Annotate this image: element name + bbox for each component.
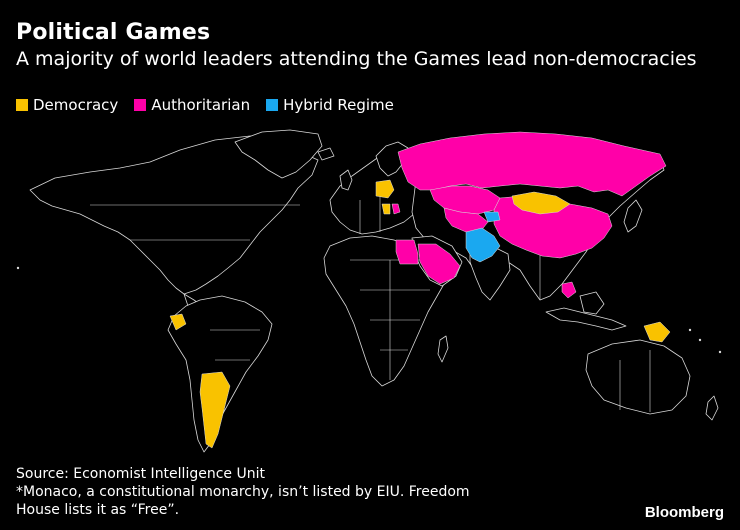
- legend-item-hybrid-regime: Hybrid Regime: [266, 96, 394, 114]
- landmass-borneo: [579, 291, 605, 315]
- country-croatia: [381, 203, 391, 215]
- landmass-greenland: [234, 129, 323, 179]
- legend-swatch-democracy: [16, 99, 28, 111]
- country-saudi-arabia: [417, 243, 461, 285]
- legend-label-authoritarian: Authoritarian: [151, 96, 251, 114]
- island-dots: [16, 266, 722, 354]
- hybrid-regime-countries: [465, 211, 501, 263]
- landmass-north-america: [29, 135, 319, 295]
- landmass-japan: [623, 199, 643, 233]
- landmass-indonesia: [545, 307, 627, 331]
- legend: Democracy Authoritarian Hybrid Regime: [16, 96, 394, 114]
- landmass-uk: [339, 169, 353, 191]
- country-mongolia: [511, 191, 571, 215]
- country-serbia: [391, 203, 401, 215]
- chart-title: Political Games: [16, 20, 211, 45]
- landmass-madagascar: [437, 335, 449, 363]
- country-poland: [375, 179, 395, 199]
- chart-subtitle: A majority of world leaders attending th…: [16, 48, 697, 70]
- country-cambodia: [561, 281, 577, 299]
- country-pakistan: [465, 227, 501, 263]
- authoritarian-countries: [391, 131, 667, 299]
- democracy-countries: [169, 179, 671, 449]
- landmass-new-zealand: [705, 395, 719, 421]
- legend-item-democracy: Democracy: [16, 96, 118, 114]
- legend-label-hybrid-regime: Hybrid Regime: [283, 96, 394, 114]
- footnote-line: *Monaco, a constitutional monarchy, isn’…: [16, 484, 470, 518]
- legend-label-democracy: Democracy: [33, 96, 119, 114]
- source-line: Source: Economist Intelligence Unit: [16, 466, 265, 482]
- legend-item-authoritarian: Authoritarian: [134, 96, 250, 114]
- country-papua-new-guinea: [643, 321, 671, 343]
- country-ecuador: [169, 313, 187, 331]
- country-egypt: [395, 239, 419, 265]
- country-argentina: [199, 371, 231, 449]
- source-note: Source: Economist Intelligence Unit *Mon…: [16, 465, 496, 519]
- landmass-iceland: [317, 147, 335, 161]
- world-map: [16, 129, 722, 453]
- country-kyrgyzstan: [483, 211, 501, 223]
- legend-swatch-hybrid-regime: [266, 99, 279, 111]
- legend-swatch-authoritarian: [134, 99, 147, 111]
- landmass-australia: [585, 339, 691, 415]
- bloomberg-logo: Bloomberg: [644, 504, 724, 521]
